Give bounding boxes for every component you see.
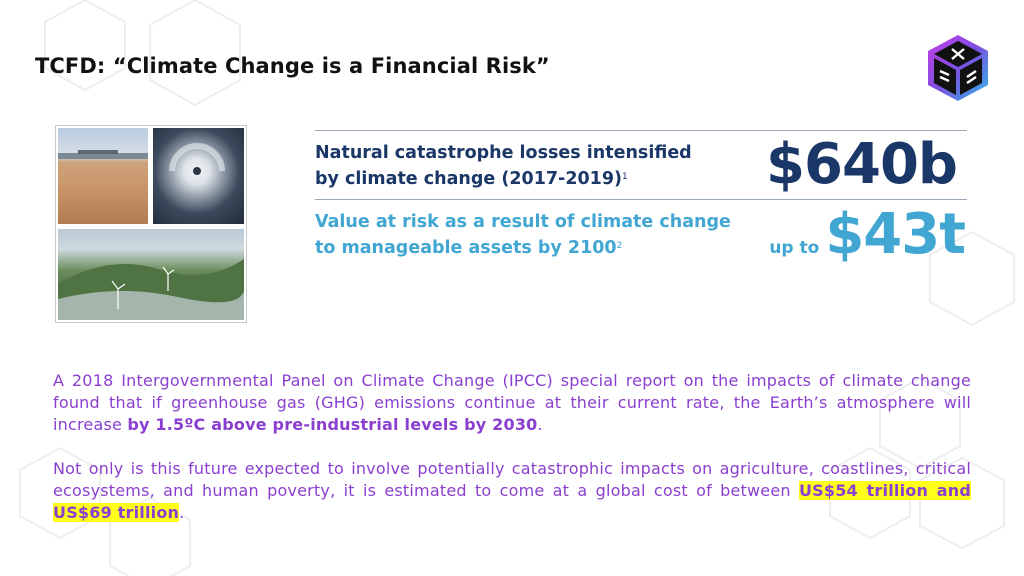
footnote-marker: 1: [622, 172, 628, 182]
page-title: TCFD: “Climate Change is a Financial Ris…: [35, 54, 550, 78]
stat-value-43t-group: up to $43t: [769, 202, 966, 267]
divider: [315, 130, 967, 131]
wind-turbine-hills-photo: [58, 229, 244, 320]
label-line: Natural catastrophe losses intensified: [315, 143, 692, 163]
climate-photo-collage: [55, 125, 247, 323]
emphasis-text: by 1.5ºC above pre-industrial levels by …: [127, 415, 538, 434]
stat-value-640b: $640b: [766, 132, 958, 197]
label-line: to manageable assets by 2100: [315, 238, 617, 258]
dna-cube-logo-icon: [925, 33, 991, 103]
label-line: by climate change (2017-2019): [315, 169, 623, 189]
global-cost-paragraph: Not only is this future expected to invo…: [53, 458, 971, 524]
stat-value-43t: $43t: [825, 202, 966, 267]
stat-label-value-at-risk: Value at risk as a result of climate cha…: [315, 209, 735, 261]
footnote-marker: 2: [616, 241, 623, 251]
stat-prefix: up to: [769, 238, 820, 258]
paragraph-end: .: [179, 503, 185, 522]
paragraph-text: Not only is this future expected to invo…: [53, 459, 971, 500]
stat-label-catastrophe-losses: Natural catastrophe losses intensified b…: [315, 140, 735, 192]
divider: [315, 199, 967, 200]
ipcc-paragraph: A 2018 Intergovernmental Panel on Climat…: [53, 370, 971, 436]
hurricane-satellite-photo: [153, 128, 244, 224]
paragraph-text: A 2018 Intergovernmental Panel on Climat…: [53, 371, 971, 434]
desert-photo: [58, 128, 148, 224]
paragraph-end: .: [537, 415, 543, 434]
label-line: Value at risk as a result of climate cha…: [315, 212, 731, 232]
